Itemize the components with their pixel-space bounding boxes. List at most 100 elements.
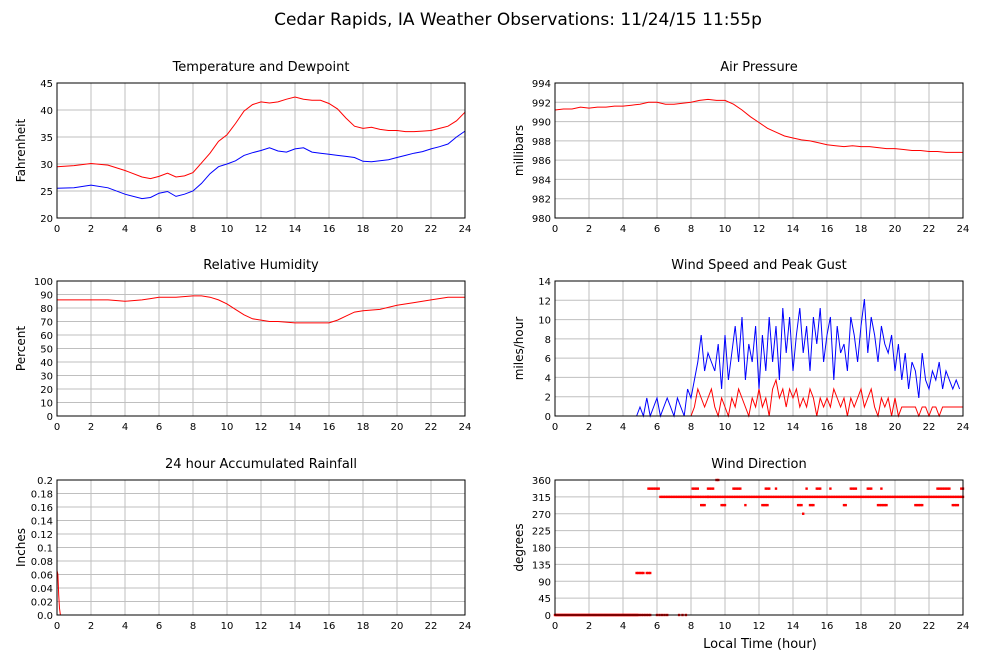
direction-point [912, 495, 915, 499]
direction-point [744, 495, 747, 499]
direction-point [851, 487, 854, 490]
y-axis-label: miles/hour [512, 317, 526, 381]
direction-point [853, 495, 856, 499]
direction-point [878, 495, 881, 499]
direction-point [701, 503, 705, 507]
direction-point [657, 487, 660, 490]
direction-point [647, 571, 650, 575]
series-line-0 [57, 295, 465, 324]
direction-point [788, 495, 791, 499]
direction-point [955, 503, 958, 507]
direction-point [866, 495, 869, 499]
direction-point [640, 571, 643, 575]
y-tick-label: 40 [40, 106, 53, 117]
direction-point [796, 503, 800, 507]
direction-point [739, 487, 742, 490]
direction-point [761, 503, 764, 507]
direction-point [929, 495, 932, 499]
direction-point [934, 495, 937, 499]
x-tick-label: 0 [54, 224, 60, 235]
y-tick-label: 14 [538, 277, 551, 288]
y-tick-label: 70 [40, 318, 53, 329]
direction-point [703, 503, 706, 507]
direction-point [708, 487, 711, 490]
direction-point [810, 495, 813, 499]
x-tick-label: 4 [620, 224, 626, 235]
x-tick-label: 0 [54, 422, 60, 433]
direction-point [805, 487, 808, 490]
direction-point [943, 487, 946, 490]
direction-point [723, 495, 727, 499]
direction-point [808, 503, 812, 507]
direction-point [800, 495, 803, 499]
direction-point [859, 495, 863, 499]
direction-point [856, 495, 859, 499]
y-tick-label: 20 [40, 385, 53, 396]
direction-point [944, 495, 948, 499]
y-tick-label: 30 [40, 160, 53, 171]
x-tick-label: 24 [459, 224, 472, 235]
x-tick-label: 22 [425, 621, 438, 632]
direction-point [681, 495, 684, 499]
direction-point [723, 503, 727, 507]
direction-point [917, 495, 920, 499]
direction-point [713, 495, 716, 499]
direction-point [762, 503, 766, 507]
direction-point [878, 503, 881, 507]
x-tick-label: 20 [889, 224, 902, 235]
x-tick-label: 2 [88, 621, 94, 632]
direction-point [718, 495, 722, 499]
direction-point [864, 495, 868, 499]
direction-point [795, 495, 798, 499]
y-tick-label: 0.16 [31, 503, 53, 514]
direction-point [817, 495, 820, 499]
direction-point [819, 487, 822, 490]
x-tick-label: 2 [586, 621, 592, 632]
x-tick-label: 6 [156, 621, 162, 632]
direction-point [932, 495, 936, 499]
direction-point [960, 495, 963, 499]
direction-point [798, 503, 801, 507]
direction-point [868, 487, 871, 490]
y-tick-label: 4 [545, 373, 551, 384]
direction-point [652, 487, 655, 490]
series-line-1 [555, 378, 963, 418]
x-tick-label: 20 [391, 621, 404, 632]
direction-point [747, 495, 750, 499]
direction-point [960, 487, 963, 490]
direction-point [701, 495, 705, 499]
chart-title: 24 hour Accumulated Rainfall [165, 457, 357, 472]
chart-title: Wind Direction [711, 457, 807, 472]
y-tick-label: 0.18 [31, 490, 53, 501]
direction-point [708, 495, 711, 499]
x-tick-label: 12 [255, 621, 268, 632]
direction-point [815, 487, 818, 490]
y-tick-label: 45 [40, 79, 53, 90]
direction-point [892, 495, 895, 499]
direction-point [822, 495, 825, 499]
x-tick-label: 0 [552, 621, 558, 632]
direction-point [773, 495, 776, 499]
y-tick-label: 6 [545, 354, 551, 365]
direction-point [781, 495, 784, 499]
direction-point [880, 487, 883, 490]
direction-point [756, 495, 759, 499]
direction-point [938, 495, 941, 499]
direction-point [851, 495, 854, 499]
y-tick-label: 135 [532, 560, 551, 571]
direction-point [834, 495, 837, 499]
direction-point [691, 495, 694, 499]
y-tick-label: 35 [40, 133, 53, 144]
x-tick-label: 18 [855, 422, 868, 433]
x-tick-label: 8 [190, 621, 196, 632]
y-tick-label: 80 [40, 304, 53, 315]
direction-point [674, 495, 677, 499]
direction-point [948, 495, 951, 499]
x-tick-label: 10 [719, 224, 732, 235]
direction-point [941, 487, 944, 490]
direction-point [649, 571, 652, 575]
y-tick-label: 990 [532, 118, 551, 129]
direction-point [786, 495, 790, 499]
y-tick-label: 992 [532, 98, 551, 109]
direction-point [807, 495, 810, 499]
